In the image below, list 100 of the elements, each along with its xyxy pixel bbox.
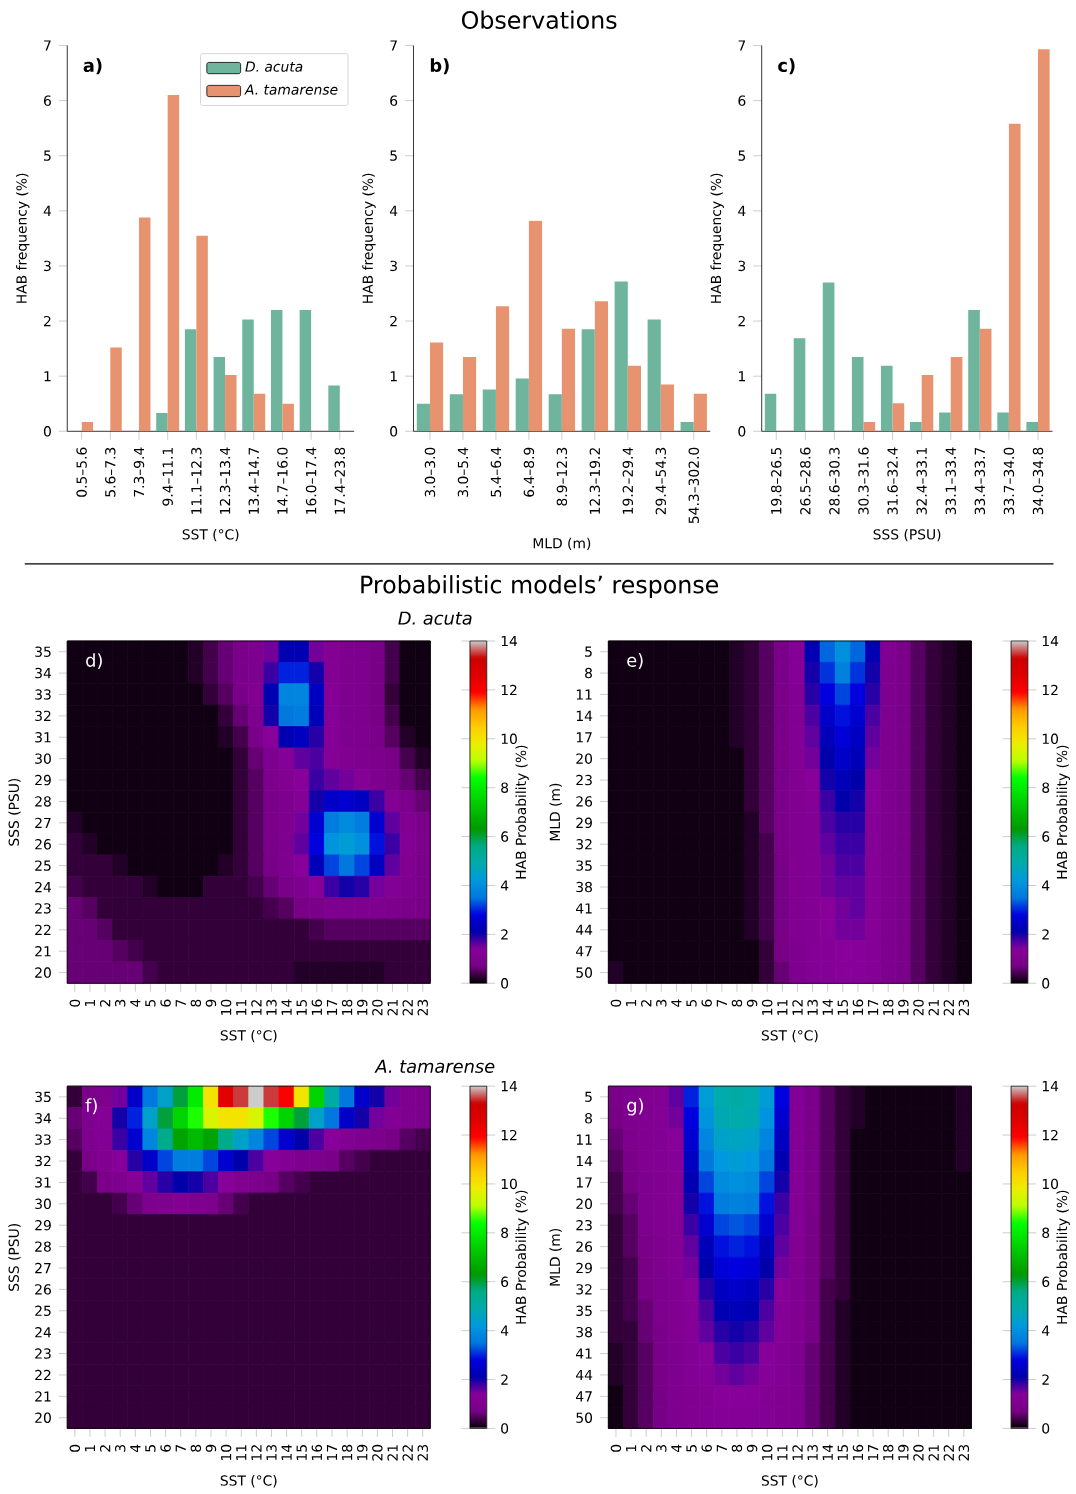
- bar: [561, 328, 575, 432]
- annotation: f): [85, 1098, 97, 1115]
- x-tick-label: 3: [655, 999, 667, 1007]
- x-tick-label: 3.0–3.0: [424, 447, 435, 497]
- x-tick-label: 16: [311, 1444, 322, 1460]
- x-tick-label: 2: [640, 1445, 652, 1452]
- color-bar-label: 2: [501, 929, 508, 940]
- y-tick-label: 29: [35, 774, 51, 786]
- bar: [299, 310, 311, 432]
- x-tick-label: 17: [867, 999, 878, 1015]
- x-tick-label: 4: [671, 999, 682, 1007]
- y-tick-label: 11: [576, 1134, 592, 1145]
- color-bar-label: 2: [501, 1374, 508, 1385]
- bar: [328, 385, 340, 432]
- color-bar-label: 14: [1042, 635, 1058, 647]
- bar: [793, 338, 806, 432]
- color-bar-label: 4: [1041, 1325, 1050, 1336]
- y-axis-title: SSS (PSU): [8, 778, 21, 846]
- x-tick-label: 6: [160, 999, 171, 1007]
- y-tick-label: 1: [390, 371, 397, 382]
- bar: [680, 421, 694, 432]
- x-tick-label: 6: [701, 999, 712, 1007]
- color-bar-label: 10: [501, 733, 517, 745]
- y-tick-label: 5: [390, 150, 397, 161]
- y-tick-label: 6: [738, 95, 746, 106]
- y-tick-label: 47: [575, 946, 592, 957]
- y-tick-label: 20: [576, 1198, 592, 1210]
- x-tick-label: 4: [130, 1444, 141, 1452]
- bar: [482, 389, 496, 432]
- bar: [822, 282, 835, 432]
- bar: [997, 412, 1009, 432]
- bar: [921, 375, 934, 432]
- x-tick-label: 5.4–6.4: [490, 447, 501, 497]
- y-tick-label: 20: [576, 753, 592, 764]
- y-tick-label: 0: [43, 426, 51, 437]
- bar: [138, 217, 151, 432]
- y-axis-title: HAB frequency (%): [15, 173, 30, 303]
- color-bar-label: 8: [500, 1227, 508, 1239]
- x-tick-label: 7: [716, 999, 727, 1007]
- color-bar-label: 8: [1042, 1227, 1049, 1239]
- x-tick-label: 11.1–12.3: [190, 447, 202, 514]
- x-tick-label: 5: [145, 999, 156, 1007]
- x-tick-label: 13: [266, 1444, 277, 1460]
- x-tick-label: 0: [69, 999, 80, 1007]
- y-tick-label: 30: [35, 753, 51, 764]
- bar: [196, 235, 208, 432]
- y-tick-label: 0: [738, 426, 746, 437]
- legend-label: A. tamarense: [243, 84, 338, 95]
- bar: [224, 375, 237, 432]
- y-axis-title: HAB frequency (%): [710, 173, 724, 303]
- color-bar-label: 10: [501, 1178, 517, 1190]
- x-tick-label: 20: [371, 999, 383, 1016]
- annotation: b): [430, 58, 449, 75]
- x-tick-label: 1: [625, 1445, 636, 1452]
- y-tick-label: 50: [576, 967, 592, 978]
- x-tick-label: 9.4–11.1: [162, 448, 173, 506]
- x-tick-label: 33.1–33.4: [945, 447, 956, 515]
- x-tick-label: 54.3–302.0: [688, 447, 699, 524]
- y-tick-label: 14: [576, 1156, 592, 1167]
- y-tick-label: 23: [35, 1348, 51, 1359]
- x-tick-label: 6: [160, 1444, 171, 1452]
- y-tick-label: 32: [576, 839, 592, 850]
- x-tick-label: 29.4–54.3: [655, 447, 666, 515]
- y-tick-label: 1: [44, 371, 51, 382]
- color-bar-label: 4: [500, 880, 509, 891]
- x-tick-label: 16.0–17.4: [305, 447, 317, 514]
- x-tick-label: 3: [114, 999, 126, 1007]
- x-axis-title: SST (°C): [220, 1029, 277, 1043]
- x-tick-label: 9: [746, 999, 758, 1007]
- bar: [167, 95, 179, 432]
- x-tick-label: 12.3–13.4: [219, 447, 231, 514]
- bar: [184, 329, 197, 432]
- x-tick-label: 4: [671, 1444, 682, 1452]
- y-tick-label: 17: [576, 1177, 592, 1188]
- x-tick-label: 14: [822, 999, 833, 1015]
- y-tick-label: 28: [35, 796, 51, 807]
- y-tick-label: 29: [576, 1262, 592, 1274]
- color-bar-label: 12: [1042, 1129, 1058, 1141]
- y-tick-label: 23: [576, 774, 592, 786]
- x-tick-label: 5.6–7.3: [104, 447, 116, 497]
- x-tick-label: 0.5–5.6: [76, 447, 87, 497]
- y-tick-label: 17: [576, 732, 592, 743]
- y-tick-label: 32: [35, 1155, 51, 1167]
- annotation: c): [777, 58, 795, 75]
- x-tick-label: 15: [837, 1445, 848, 1460]
- color-bar-label: 10: [1042, 1178, 1058, 1190]
- x-tick-label: 14: [281, 1444, 292, 1460]
- bar: [1037, 49, 1050, 432]
- x-tick-label: 21: [928, 999, 939, 1016]
- y-tick-label: 21: [35, 946, 51, 957]
- annotation: g): [627, 1098, 643, 1116]
- y-tick-label: 6: [43, 95, 51, 106]
- x-tick-label: 2: [99, 1445, 110, 1452]
- y-axis-title: MLD (m): [549, 1228, 562, 1286]
- bar: [462, 356, 476, 432]
- x-tick-label: 22: [943, 1445, 954, 1461]
- x-axis-title: SSS (PSU): [873, 528, 941, 542]
- x-tick-label: 9: [205, 999, 216, 1007]
- x-tick-label: 0: [610, 1444, 621, 1452]
- x-tick-label: 1: [84, 1445, 95, 1452]
